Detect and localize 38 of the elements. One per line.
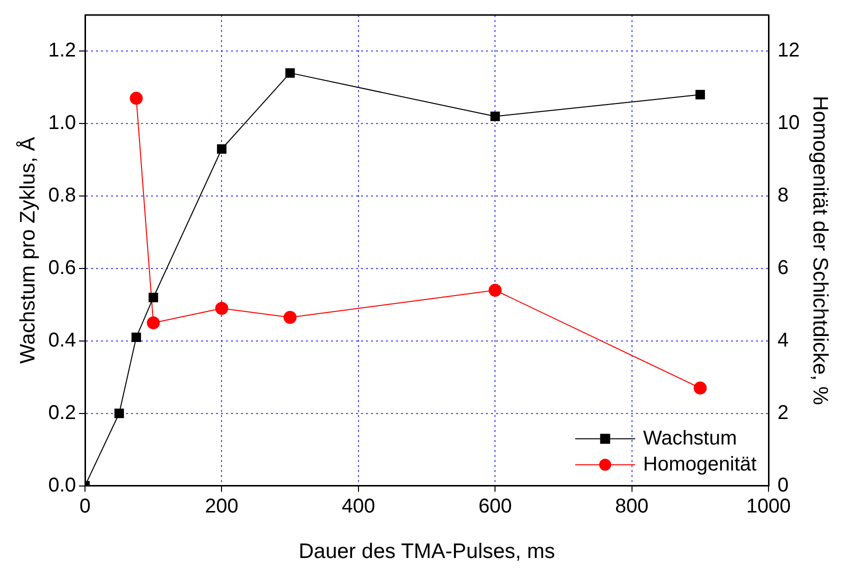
x-tick-label: 1000 (746, 495, 791, 518)
y-tick-label: 0.2 (48, 402, 76, 424)
x-tick-label: 400 (342, 495, 376, 518)
point (215, 302, 228, 315)
legend-label: Wachstum (643, 427, 737, 450)
x-tick-label: 0 (79, 495, 91, 518)
point (132, 332, 142, 342)
point (114, 408, 124, 418)
x-tick-label: 800 (615, 495, 649, 518)
point (694, 382, 707, 395)
y2-tick-label: 10 (778, 112, 800, 134)
point (285, 68, 295, 78)
y2-axis-title: Homogenität der Schichtdicke, % (808, 96, 832, 406)
point (695, 90, 705, 100)
y-axis-title: Wachstum pro Zyklus, Å (15, 137, 40, 364)
y-tick-label: 0.6 (48, 257, 76, 280)
point (146, 316, 160, 330)
y2-tick-label: 6 (778, 257, 789, 280)
y-tick-label: 1.0 (48, 112, 76, 134)
y-tick-label: 0.4 (48, 329, 76, 352)
y2-tick-label: 8 (778, 184, 789, 207)
y-tick-label: 0.8 (48, 184, 76, 207)
point (284, 310, 297, 324)
point (488, 284, 502, 297)
y2-tick-label: 4 (778, 329, 789, 352)
legend-label: Homogenität (643, 453, 757, 476)
point (130, 92, 143, 105)
x-tick-label: 600 (478, 495, 512, 518)
point (490, 112, 500, 122)
y2-tick-label: 2 (778, 402, 789, 424)
y-tick-label: 1.2 (48, 40, 76, 62)
x-tick-label: 200 (205, 495, 238, 518)
y2-tick-label: 0 (778, 474, 789, 496)
point (148, 292, 158, 302)
y-tick-label: 0.0 (48, 474, 76, 496)
point (216, 144, 226, 154)
y2-tick-label: 12 (778, 40, 800, 62)
x-axis-title: Dauer des TMA-Pulses, ms (298, 540, 555, 564)
